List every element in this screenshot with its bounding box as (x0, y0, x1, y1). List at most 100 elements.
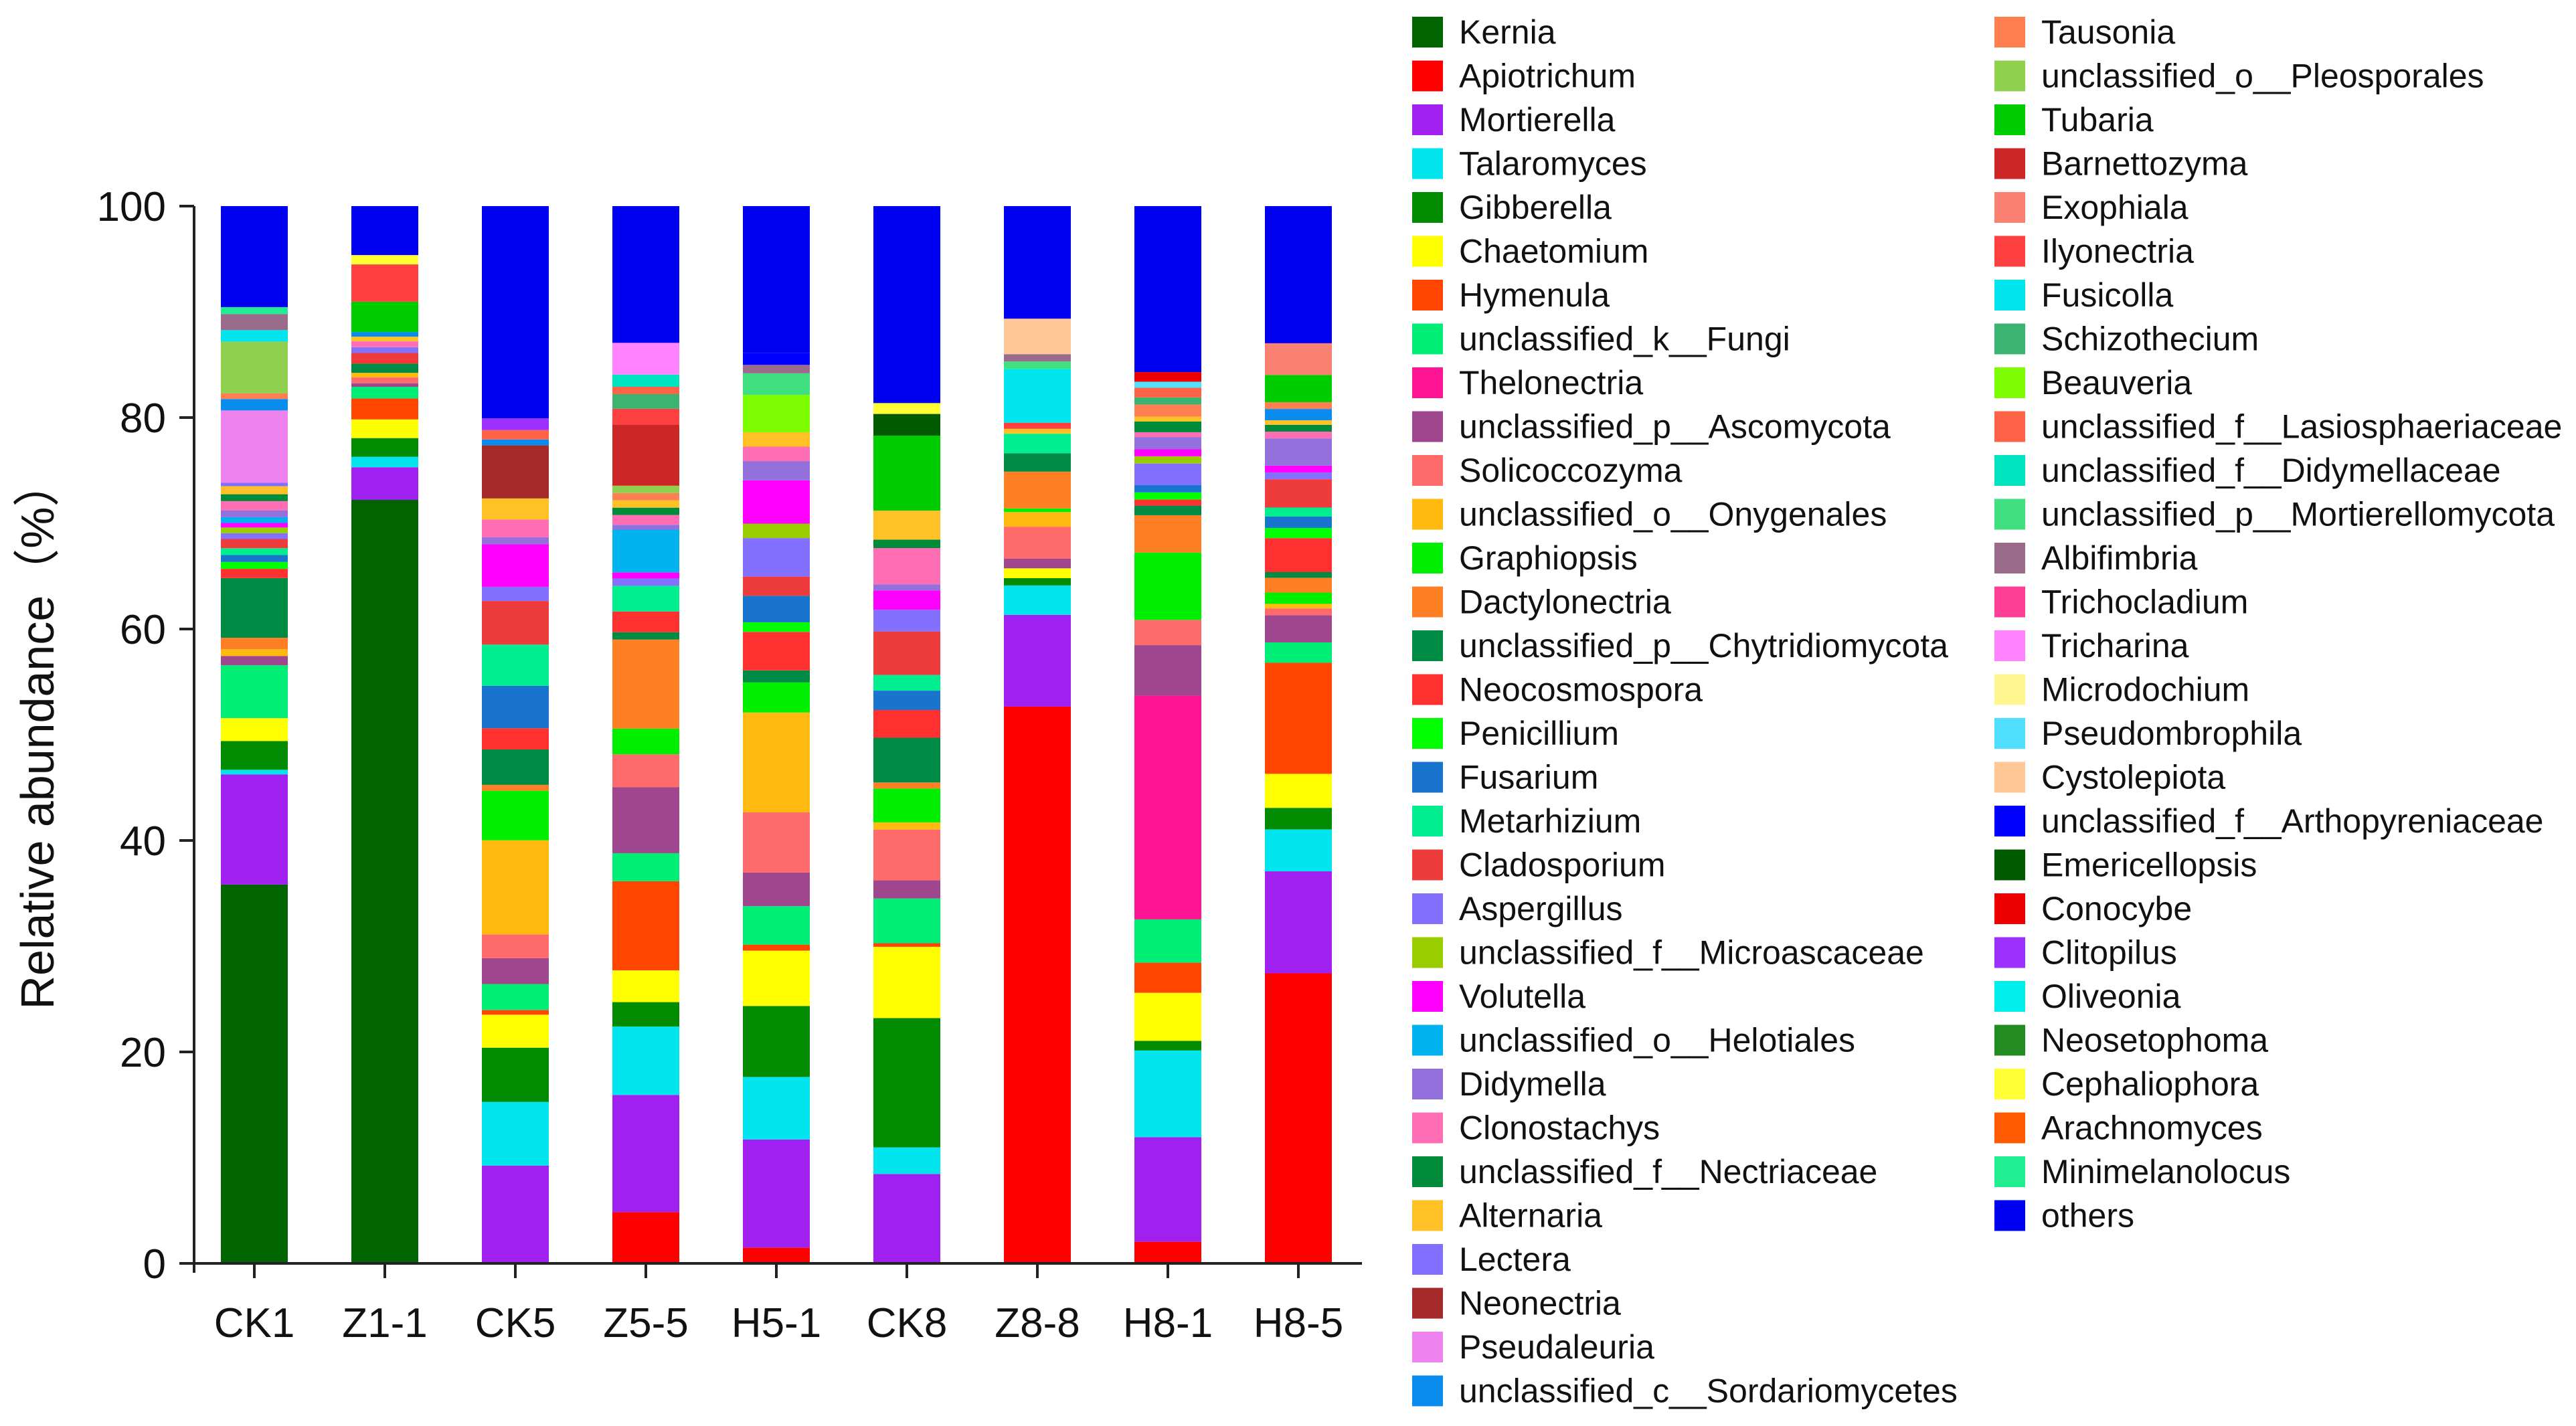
bar-segment (612, 507, 679, 515)
bar-segment (221, 649, 288, 656)
legend-swatch (1412, 1156, 1443, 1187)
legend-label: Cephaliophora (2041, 1065, 2259, 1103)
legend-label: Alternaria (1459, 1197, 1602, 1235)
legend-label: Emericellopsis (2041, 846, 2257, 884)
bar-segment (743, 1247, 810, 1263)
bar-segment (351, 363, 418, 373)
bar-segment (743, 812, 810, 873)
bar-segment (482, 544, 549, 587)
bar-segment (221, 494, 288, 501)
legend-swatch (1994, 718, 2025, 749)
bar-segment (1265, 615, 1332, 642)
bar-segment (743, 538, 810, 577)
bar-segment (1004, 585, 1071, 615)
bar-segment (351, 206, 418, 256)
legend-label: Volutella (1459, 978, 1585, 1015)
legend-swatch (1412, 411, 1443, 442)
bar-segment (873, 539, 940, 549)
legend-swatch (1412, 148, 1443, 179)
legend-label: Ilyonectria (2041, 233, 2194, 270)
bar-segment (351, 332, 418, 337)
bar-segment (351, 398, 418, 420)
bar-segment (612, 387, 679, 394)
legend-swatch (1994, 411, 2025, 442)
legend-swatch (1994, 192, 2025, 223)
bar-segment (1134, 1041, 1201, 1051)
bar-segment (743, 632, 810, 671)
bar-segment (612, 374, 679, 387)
bar-segment (1265, 431, 1332, 439)
legend-swatch (1994, 981, 2025, 1012)
bar-segment (1004, 453, 1071, 472)
bar-segment (1134, 1050, 1201, 1138)
legend-label: Chaetomium (1459, 233, 1648, 270)
legend-label: Clitopilus (2041, 934, 2177, 972)
bar-segment (743, 461, 810, 480)
bar-segment (221, 306, 288, 315)
bar-segment (482, 1014, 549, 1048)
legend-label: Tausonia (2041, 13, 2175, 51)
bar-segment (351, 438, 418, 457)
legend-label: Aspergillus (1459, 890, 1623, 927)
legend-label: Didymella (1459, 1065, 1606, 1103)
bar-segment (873, 414, 940, 436)
bar-segment (873, 709, 940, 738)
bar-segment (1134, 499, 1201, 506)
bar-segment (612, 853, 679, 881)
bar-segment (221, 638, 288, 650)
bar-segment (1265, 571, 1332, 578)
y-tick-label: 20 (120, 1030, 166, 1076)
bar-segment (1134, 381, 1201, 388)
legend-label: unclassified_f__Nectriaceae (1459, 1153, 1877, 1190)
legend-swatch (1994, 893, 2025, 924)
bar-segment (743, 373, 810, 395)
bar-segment (351, 456, 418, 468)
bar-segment (873, 829, 940, 881)
bar-segment (351, 373, 418, 378)
legend-label: Exophiala (2041, 189, 2188, 226)
bar-segment (743, 1006, 810, 1077)
x-tick-label: CK1 (214, 1300, 295, 1346)
legend-label: Schizothecium (2041, 321, 2259, 358)
legend-label: Tricharina (2041, 627, 2189, 664)
legend-swatch (1412, 849, 1443, 881)
legend-swatch (1412, 1375, 1443, 1407)
bar-segment (873, 737, 940, 783)
bar-segment (221, 341, 288, 393)
bar-segment (612, 515, 679, 525)
x-tick-label: H8-1 (1123, 1300, 1213, 1346)
bar-segment (221, 665, 288, 719)
legend-label: unclassified_p__Ascomycota (1459, 408, 1891, 446)
legend-swatch (1994, 674, 2025, 705)
bar-segment (1265, 829, 1332, 872)
bar-segment (351, 419, 418, 438)
legend-swatch (1412, 762, 1443, 793)
bar-segment (1004, 422, 1071, 429)
bar-segment (1265, 871, 1332, 974)
legend-swatch (1994, 543, 2025, 573)
bar-segment (1134, 992, 1201, 1041)
bar-segment (743, 1077, 810, 1140)
bar-segment (743, 622, 810, 632)
bar-segment (743, 670, 810, 683)
bar-segment (1134, 416, 1201, 422)
bar-segment (1265, 527, 1332, 539)
bar-segment (1134, 463, 1201, 486)
bar-segment (482, 445, 549, 499)
bar-segment (1134, 695, 1201, 919)
bar-segment (1004, 319, 1071, 355)
bar-segment (743, 950, 810, 1006)
legend-label: Cystolepiota (2041, 759, 2225, 796)
legend-swatch (1412, 1287, 1443, 1319)
legend-label: Neonectria (1459, 1285, 1621, 1322)
legend-swatch (1412, 367, 1443, 398)
legend-label: Clonostachys (1459, 1109, 1660, 1147)
bar-segment (612, 1002, 679, 1027)
legend-label: Apiotrichum (1459, 58, 1636, 95)
legend-label: unclassified_c__Sordariomycetes (1459, 1372, 1958, 1410)
bar-segment (612, 1212, 679, 1263)
legend-label: Hymenula (1459, 276, 1610, 314)
bar-segment (482, 934, 549, 958)
bar-segment (482, 784, 549, 791)
